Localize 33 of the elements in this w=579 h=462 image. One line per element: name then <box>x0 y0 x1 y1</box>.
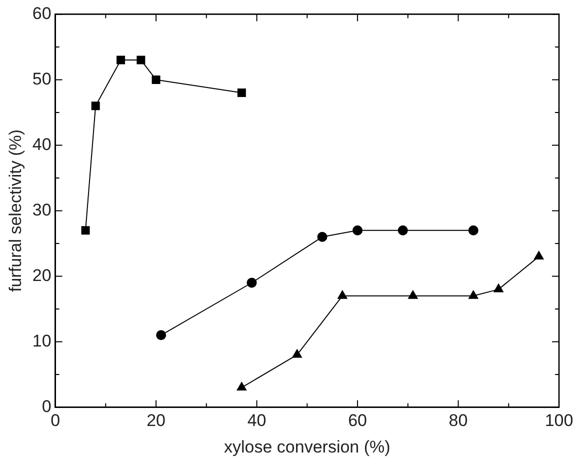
point <box>398 225 408 236</box>
x-tick-label: 80 <box>448 411 468 430</box>
x-axis-title: xylose conversion (%) <box>224 437 390 456</box>
point <box>116 56 126 64</box>
point <box>136 56 146 64</box>
y-tick-label: 0 <box>42 396 52 416</box>
point <box>468 290 479 299</box>
point <box>236 382 247 391</box>
point <box>152 75 160 84</box>
x-tick-label: 20 <box>146 411 166 430</box>
point <box>337 290 348 299</box>
x-tick-label: 40 <box>247 411 266 430</box>
point <box>237 88 246 98</box>
y-tick-label: 40 <box>32 134 52 154</box>
y-tick-label: 30 <box>32 200 52 220</box>
point <box>468 225 478 236</box>
point <box>534 250 544 260</box>
x-tick-label: 60 <box>348 411 367 430</box>
x-tick-label: 100 <box>544 411 574 430</box>
point <box>408 290 418 299</box>
point <box>81 226 90 235</box>
y-tick-label: 20 <box>32 266 52 285</box>
point <box>493 283 504 292</box>
point <box>317 232 328 242</box>
y-tick-label: 10 <box>32 331 52 350</box>
y-axis-title: furfural selectivity (%) <box>6 129 25 292</box>
point <box>352 225 363 236</box>
point <box>156 330 166 340</box>
point <box>246 278 257 288</box>
point <box>91 102 100 110</box>
point <box>292 348 302 358</box>
y-tick-label: 60 <box>32 4 52 23</box>
y-tick-label: 50 <box>32 69 52 88</box>
